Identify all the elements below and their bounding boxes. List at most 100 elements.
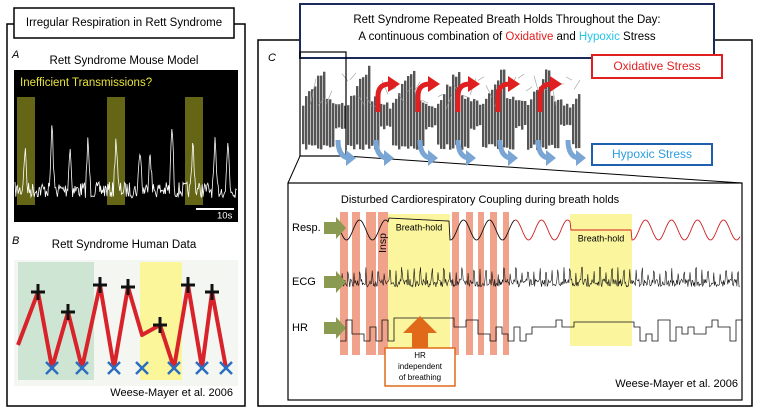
citation: Weese-Mayer et al. 2006 [615, 378, 738, 390]
hr-trace [340, 317, 742, 342]
breath-column [380, 103, 383, 127]
zoom-line [287, 155, 301, 184]
highlight-bars [17, 97, 203, 205]
trough-marker [219, 361, 233, 375]
breath-column [563, 105, 566, 126]
panel-letter: A [11, 49, 19, 61]
blue-arrowhead [508, 150, 518, 166]
human-trace [16, 277, 233, 375]
breath-tick [477, 76, 485, 81]
breath-tick [437, 93, 445, 97]
breath-column [335, 104, 338, 129]
breath-tick [485, 85, 493, 98]
breath-column [302, 105, 305, 145]
breath-column [482, 103, 485, 147]
resp-trace [339, 217, 516, 241]
breath-tick [341, 73, 349, 82]
breath-column [452, 74, 455, 149]
breath-column [371, 101, 374, 146]
highlight-bar [107, 97, 125, 205]
breath-column [305, 96, 308, 150]
breath-tick [397, 93, 405, 103]
hr-note: independent [398, 362, 443, 371]
blue-arrowhead [466, 150, 476, 166]
row-label: HR [292, 322, 308, 334]
panel-a-annotation: Inefficient Transmissions? [20, 77, 152, 89]
breath-column [404, 80, 407, 147]
breath-tick [517, 73, 525, 79]
row-label: ECG [292, 276, 316, 288]
hypoxic-label: Hypoxic Stress [612, 147, 692, 161]
breath-column [500, 69, 503, 146]
inset-border [287, 182, 743, 401]
breath-column [374, 96, 377, 150]
breath-column [386, 102, 389, 126]
breath-column [470, 101, 473, 129]
title-oxidative: Oxidative [505, 31, 553, 43]
breath-column [554, 101, 557, 149]
blue-arrowhead [576, 150, 586, 166]
breath-column [365, 74, 368, 145]
red-arrowhead [508, 76, 520, 92]
breath-column [401, 83, 404, 147]
ecg-trace [339, 266, 740, 288]
breath-column [434, 107, 437, 126]
stress-arrows [335, 76, 586, 166]
breath-tick [525, 86, 533, 92]
breath-tick [349, 72, 357, 81]
blue-arrowhead [384, 150, 394, 166]
right-title-line2: A continuous combination of Oxidative an… [358, 31, 656, 43]
breath-column [578, 94, 581, 149]
oxidative-box [591, 54, 723, 79]
left-title-box [13, 7, 235, 39]
breath-column [509, 98, 512, 150]
breath-column [398, 93, 401, 150]
breath-column [488, 93, 491, 145]
panel-letter: C [268, 52, 276, 64]
breath-tick [333, 103, 341, 106]
breath-column [533, 91, 536, 145]
trough-marker [167, 361, 181, 375]
title-text: and [553, 31, 579, 43]
red-arrow [537, 81, 553, 112]
physio-traces [339, 217, 742, 342]
breath-column [476, 100, 479, 127]
peak-marker [31, 284, 45, 300]
breath-column [392, 102, 395, 146]
breath-tick [365, 96, 373, 107]
blue-arrowhead [346, 150, 356, 166]
title-hypoxic: Hypoxic [579, 31, 620, 43]
breath-tick [573, 79, 581, 90]
inset-title: Disturbed Cardiorespiratory Coupling dur… [341, 194, 620, 206]
breath-tick [421, 99, 429, 104]
breath-column [515, 100, 518, 128]
red-arrowhead [468, 76, 480, 92]
breath-tick [325, 90, 333, 105]
red-arrow [415, 81, 431, 112]
panel-letter: B [12, 235, 19, 247]
trough-marker [75, 361, 89, 375]
highlight-bar [185, 97, 203, 205]
breath-column [377, 101, 380, 150]
breath-tick [405, 87, 413, 93]
peak-marker [153, 317, 167, 333]
hr-note: HR [414, 351, 426, 360]
breath-hold-label: Breath-hold [578, 233, 625, 243]
breath-column [572, 104, 575, 145]
breath-column [527, 104, 530, 150]
breath-hold-label: Breath-hold [396, 222, 443, 232]
breath-column [416, 101, 419, 150]
breath-tick [461, 94, 469, 98]
red-arrowhead [388, 76, 400, 92]
breath-column [485, 98, 488, 148]
breath-column [368, 65, 371, 149]
title-text: A continuous combination of [358, 31, 505, 43]
breath-column [308, 91, 311, 145]
insp-label: Insp [377, 233, 389, 253]
breath-column [506, 98, 509, 148]
breath-column [524, 101, 527, 125]
green-arrow [324, 317, 346, 339]
hr-note-box [384, 347, 456, 387]
insp-bar [466, 212, 473, 355]
